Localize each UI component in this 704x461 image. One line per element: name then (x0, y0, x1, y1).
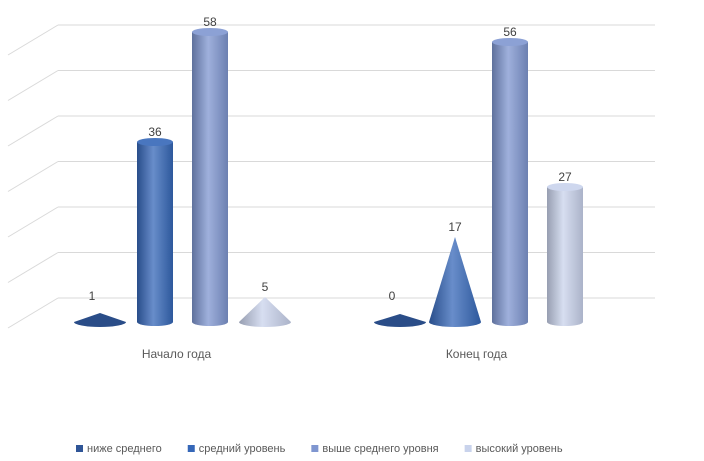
data-label: 36 (148, 125, 162, 139)
grid-line-depth (7, 252, 59, 283)
grid-line-depth (7, 206, 59, 238)
mark-start-series-3 (192, 28, 228, 326)
legend-swatch (311, 445, 319, 452)
category-label: Конец года (446, 347, 508, 361)
mark-end-series-3 (492, 38, 528, 326)
data-labels: 1 36 58 5 0 17 56 27 (89, 15, 572, 303)
data-label: 17 (448, 220, 462, 234)
legend-label: средний уровень (199, 443, 286, 455)
legend-item: выше среднего уровня (311, 443, 439, 455)
grid-line-depth (7, 70, 59, 101)
legend: ниже среднего средний уровень выше среднег… (76, 443, 563, 455)
mark-start-series-4 (239, 297, 291, 327)
mark-end-series-2 (429, 237, 481, 327)
legend-label: ниже среднего (87, 443, 162, 455)
grid-line-depth (7, 161, 59, 192)
data-label: 27 (558, 170, 572, 184)
data-label: 56 (503, 25, 517, 39)
mark-start-series-1 (74, 313, 126, 327)
legend-item: ниже среднего (76, 443, 162, 455)
legend-swatch (187, 445, 195, 452)
mark-start-series-2 (137, 138, 173, 326)
data-label: 1 (89, 289, 96, 303)
category-label: Начало года (142, 347, 212, 361)
category-axis: Начало года Конец года (142, 347, 508, 361)
legend-label: высокий уровень (476, 443, 563, 455)
grid-line-depth (7, 297, 59, 329)
grid-line-depth (7, 24, 59, 56)
legend-label: выше среднего уровня (322, 443, 438, 455)
grid-line-depth (7, 115, 59, 147)
legend-item: средний уровень (187, 443, 286, 455)
legend-item: высокий уровень (464, 443, 563, 455)
data-label: 0 (389, 289, 396, 303)
mark-end-series-1 (374, 314, 426, 327)
mark-end-series-4 (547, 183, 583, 326)
data-label: 58 (203, 15, 217, 29)
legend-swatch (76, 445, 83, 452)
chart-plot-area (74, 28, 583, 327)
legend-swatch (464, 445, 472, 452)
data-label: 5 (262, 280, 269, 294)
